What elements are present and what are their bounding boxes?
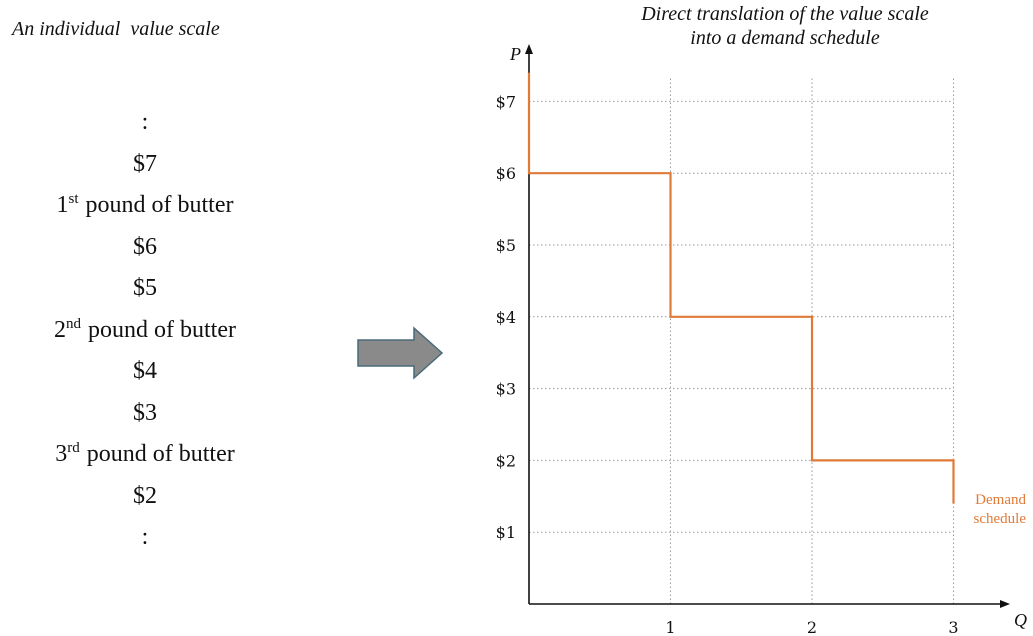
ordinal-suffix: nd: [66, 315, 81, 332]
x-tick-label: 3: [948, 618, 958, 636]
value-scale-item: $2: [10, 476, 280, 518]
x-tick-label: 2: [807, 618, 817, 636]
value-scale-text: $2: [133, 482, 157, 509]
value-scale-item: 3rd pound of butter: [10, 434, 280, 476]
right-arrow-icon: [357, 326, 444, 380]
y-tick-label: $7: [496, 92, 516, 111]
ordinal-number: 3: [55, 441, 68, 467]
demand-schedule-annotation: schedule: [974, 511, 1027, 527]
ordinal-suffix: rd: [67, 440, 80, 456]
x-axis-label: Q: [1014, 610, 1027, 630]
y-tick-label: $6: [496, 164, 516, 183]
value-scale-item: 2nd pound of butter: [10, 310, 280, 352]
value-scale-item: $6: [10, 227, 280, 269]
value-scale-text: $6: [133, 233, 157, 260]
y-tick-label: $5: [496, 236, 516, 255]
arrow-shape: [357, 326, 444, 380]
value-scale-item: :: [10, 102, 280, 144]
x-axis-arrowhead: [1000, 600, 1010, 608]
value-scale-item: $5: [10, 268, 280, 310]
value-scale-text: :: [141, 524, 149, 550]
value-scale-item: 1st pound of butter: [10, 185, 280, 227]
value-scale-item: $4: [10, 351, 280, 393]
ordinal-number: 1: [56, 192, 69, 218]
ordinal-suffix: st: [68, 191, 79, 207]
y-axis-arrowhead: [525, 44, 533, 54]
value-scale-text: $7: [133, 150, 157, 177]
chart-title-line-1: Direct translation of the value scale: [641, 3, 929, 25]
value-scale-text: pound of butter: [79, 192, 234, 218]
value-scale-title: An individual value scale: [12, 18, 220, 40]
y-axis-label: P: [509, 44, 521, 64]
demand-schedule-line: [527, 72, 955, 504]
value-scale-item: $3: [10, 393, 280, 435]
x-tick-label: 1: [665, 618, 675, 636]
demand-schedule-annotation: Demand: [975, 492, 1026, 508]
ordinal-number: 2: [54, 316, 66, 343]
value-scale-item: $7: [10, 144, 280, 186]
y-tick-label: $3: [496, 380, 516, 399]
chart-title-line-2: into a demand schedule: [690, 27, 880, 49]
y-tick-label: $1: [496, 523, 516, 542]
y-tick-label: $2: [496, 451, 516, 470]
value-scale-text: $5: [133, 275, 157, 301]
value-scale-text: :: [141, 109, 149, 135]
chart-title: Direct translation of the value scale in…: [560, 2, 1010, 50]
value-scale-list: : $7 1st pound of butter $6 $5 2nd pound of b…: [10, 102, 280, 559]
value-scale-text: $4: [133, 358, 157, 384]
value-scale-text: pound of butter: [82, 316, 236, 343]
y-tick-label: $4: [496, 308, 516, 327]
value-scale-text: pound of butter: [80, 441, 235, 467]
value-scale-item: :: [10, 517, 280, 559]
value-scale-text: $3: [133, 399, 157, 426]
